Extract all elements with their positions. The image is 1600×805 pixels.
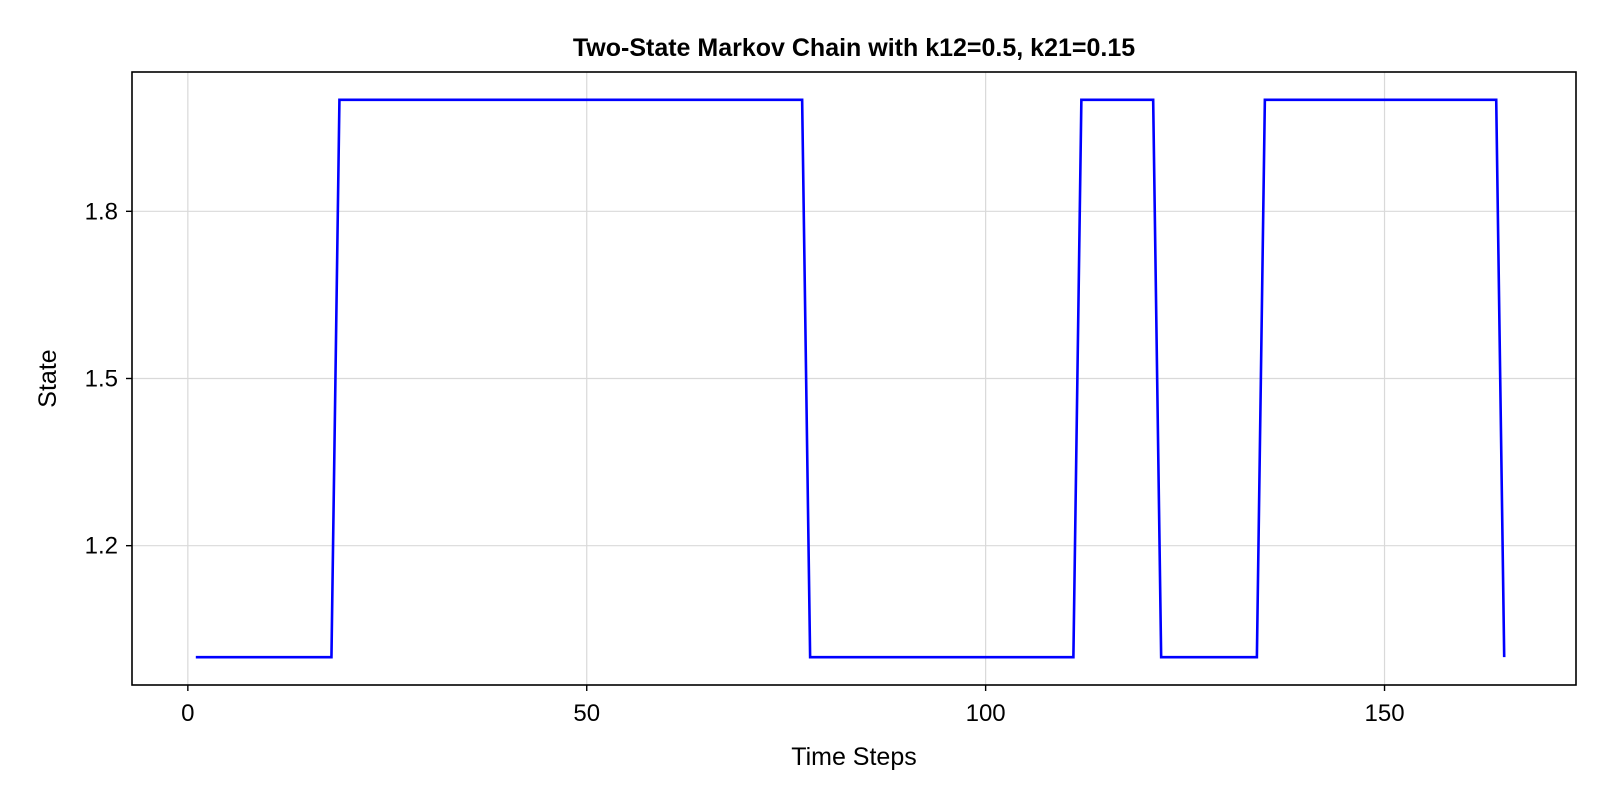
y-tick-label: 1.2: [85, 533, 118, 560]
y-tick-label: 1.5: [85, 366, 118, 393]
y-axis-label: State: [34, 349, 62, 407]
series-layer: [195, 98, 1506, 659]
x-tick-label: 150: [1365, 700, 1405, 727]
y-tick-label: 1.8: [85, 198, 118, 225]
x-tick-label: 50: [573, 700, 600, 727]
x-tick-label: 100: [966, 700, 1006, 727]
state-series-line: [195, 98, 1506, 659]
grid: [132, 72, 1576, 685]
ticks: 0 50 100 150 1.2 1.5 1.8: [85, 198, 1405, 727]
chart-title: Two-State Markov Chain with k12=0.5, k21…: [573, 34, 1135, 62]
x-tick-label: 0: [181, 700, 194, 727]
x-axis-label: Time Steps: [791, 743, 917, 771]
